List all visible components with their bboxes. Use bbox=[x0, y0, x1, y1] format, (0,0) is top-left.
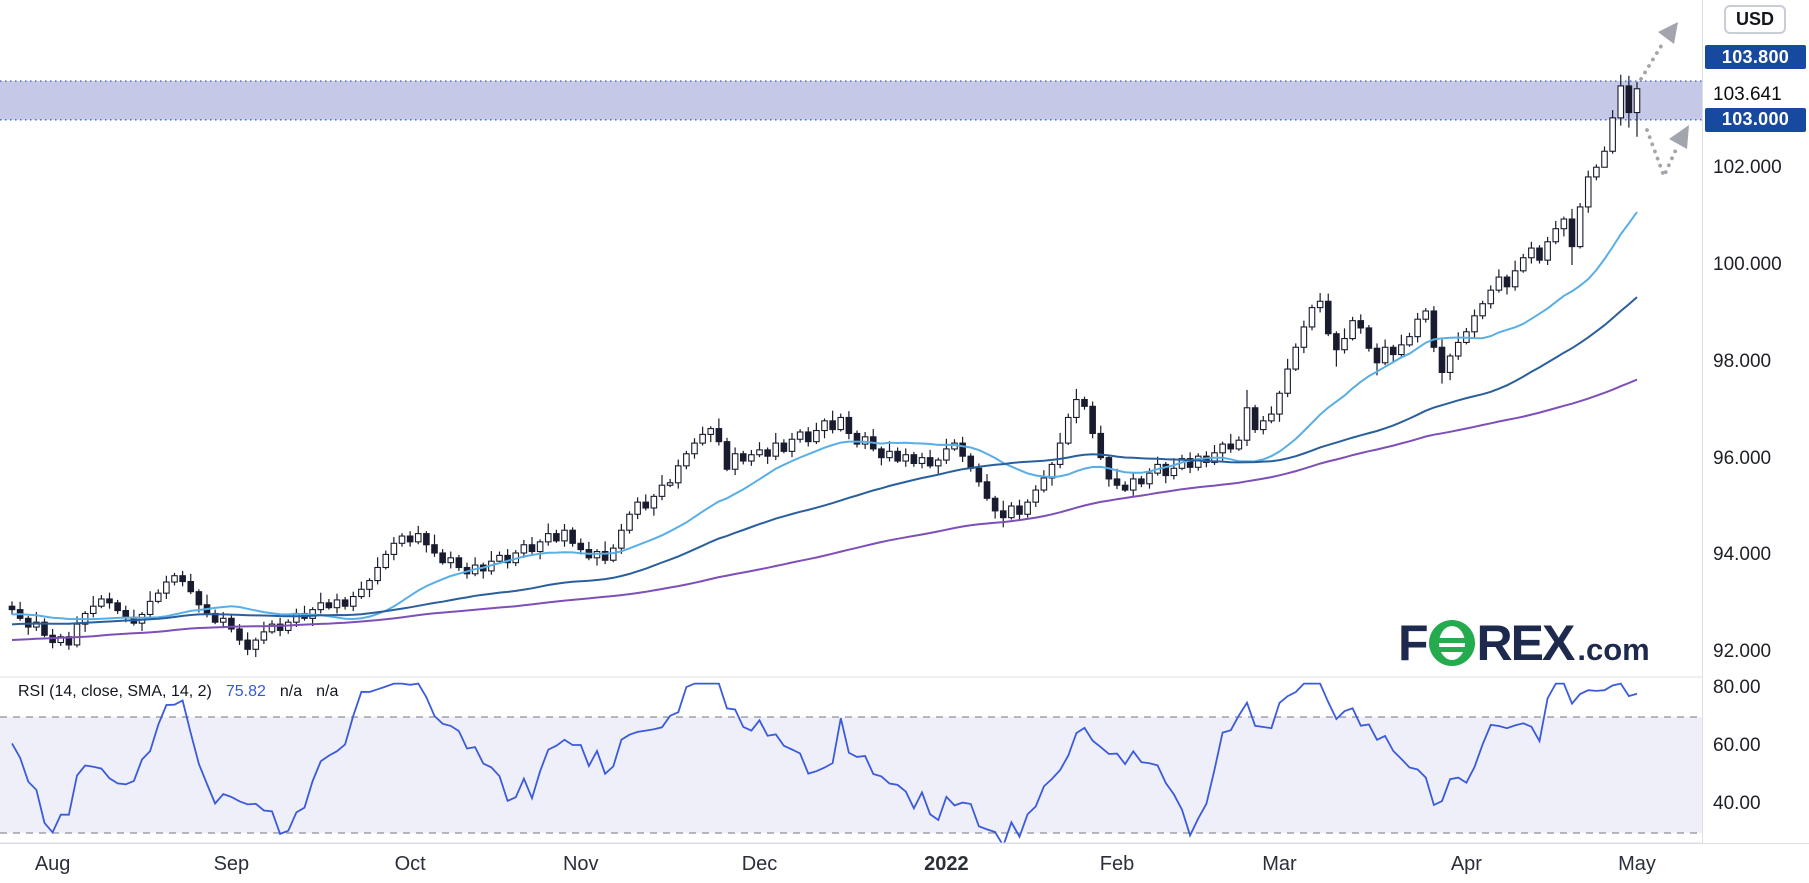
time-tick-2022: 2022 bbox=[924, 853, 969, 875]
time-tick-Feb: Feb bbox=[1099, 853, 1135, 875]
candles bbox=[8, 74, 1641, 658]
current-price-label: 103.641 bbox=[1713, 83, 1782, 105]
ma-line-100 bbox=[11, 378, 1638, 641]
pullback-bounce-arrow-trail bbox=[1645, 128, 1680, 182]
rsi-na-2: n/a bbox=[316, 683, 339, 700]
rsi-tick-60: 60.00 bbox=[1713, 735, 1761, 756]
time-tick-Apr: Apr bbox=[1450, 853, 1482, 875]
time-tick-May: May bbox=[1618, 853, 1656, 875]
forex-com-logo: F REX .com bbox=[1398, 613, 1650, 673]
price-tick-92: 92.000 bbox=[1713, 641, 1772, 663]
time-tick-Sep: Sep bbox=[213, 853, 250, 875]
rsi-line bbox=[11, 682, 1638, 848]
logo-o-icon bbox=[1428, 620, 1475, 666]
ma-line-50 bbox=[11, 296, 1638, 626]
time-tick-Mar: Mar bbox=[1262, 853, 1297, 875]
rsi-value: 75.82 bbox=[225, 683, 266, 700]
rsi-title: RSI (14, close, SMA, 14, 2) bbox=[18, 683, 212, 700]
breakout-up-arrow-trail bbox=[1639, 41, 1665, 81]
price-scale[interactable]: 103.800 103.641 103.000 102.000 100.000 98… bbox=[1702, 0, 1809, 883]
time-scale[interactable]: Aug Sep Oct Nov Dec 2022 Feb Mar Apr May bbox=[0, 843, 1809, 883]
rsi-indicator-label[interactable]: RSI (14, close, SMA, 14, 2) 75.82 n/a n/a bbox=[18, 683, 338, 701]
price-tick-102: 102.000 bbox=[1713, 157, 1782, 179]
rsi-tick-40: 40.00 bbox=[1713, 793, 1761, 814]
pullback-bounce-arrow-head bbox=[1669, 125, 1689, 149]
zone-upper-price-badge: 103.800 bbox=[1705, 45, 1806, 70]
ma-line-20 bbox=[11, 211, 1638, 621]
resistance-zone bbox=[0, 81, 1702, 120]
rsi-band bbox=[0, 717, 1702, 833]
price-tick-100: 100.000 bbox=[1713, 254, 1782, 275]
time-tick-Oct: Oct bbox=[394, 853, 426, 875]
logo-letter-f: F bbox=[1398, 615, 1429, 671]
price-tick-98: 98.000 bbox=[1713, 350, 1772, 372]
breakout-up-arrow-head bbox=[1658, 22, 1678, 44]
time-tick-Aug: Aug bbox=[34, 853, 71, 875]
time-tick-Dec: Dec bbox=[741, 853, 778, 875]
zone-lower-price-badge: 103.000 bbox=[1705, 107, 1806, 132]
price-tick-96: 96.000 bbox=[1713, 447, 1772, 469]
logo-dotcom: .com bbox=[1577, 632, 1650, 667]
rsi-na-1: n/a bbox=[279, 683, 303, 700]
symbol-badge-usd[interactable]: USD bbox=[1724, 5, 1787, 34]
logo-letters-rex: REX bbox=[1476, 615, 1576, 671]
time-tick-Nov: Nov bbox=[562, 853, 599, 875]
price-tick-94: 94.000 bbox=[1713, 544, 1772, 566]
rsi-tick-80: 80.00 bbox=[1713, 677, 1761, 698]
